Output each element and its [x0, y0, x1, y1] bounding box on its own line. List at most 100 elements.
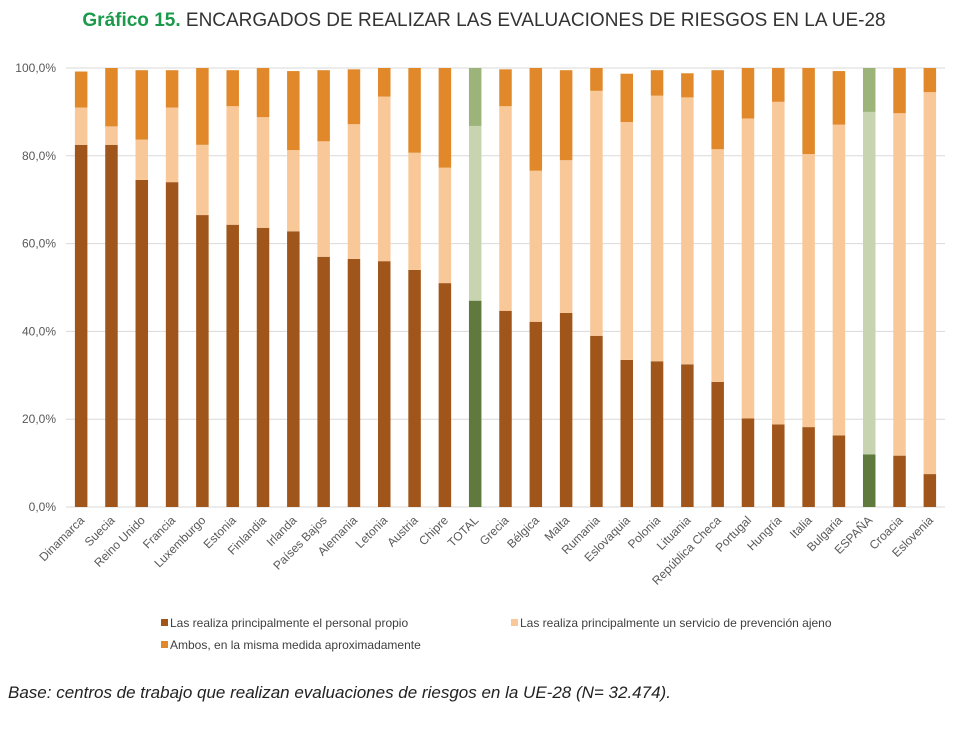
bar-segment [832, 124, 846, 436]
bar-segment [196, 68, 209, 145]
bar-segment [559, 70, 573, 161]
legend-swatch [161, 641, 168, 648]
bar-segment [287, 231, 300, 508]
bar-segment [256, 227, 270, 507]
bar-segment [681, 364, 694, 507]
bar-segment [287, 71, 300, 151]
y-axis-ticks: 0,0% 20,0% 40,0% 60,0% 80,0% 100,0% [15, 61, 56, 514]
bar-segment [802, 154, 815, 428]
bar-segment [378, 68, 391, 97]
bar-segment [893, 113, 906, 456]
bar-segment [468, 125, 482, 301]
chart-title-lead: Gráfico 15. [82, 10, 181, 31]
bar-segment [499, 106, 512, 311]
bar-segment [741, 68, 755, 119]
bar-segment [862, 68, 876, 112]
bar-segment [438, 68, 452, 168]
x-tick-label: Letonia [353, 513, 391, 551]
bar-segment [347, 69, 361, 125]
x-tick-label: Austria [384, 513, 421, 550]
bar-segment [711, 149, 724, 382]
bar-segment [347, 124, 361, 259]
bar-segment [529, 170, 543, 322]
legend-label: Ambos, en la misma medida aproximadament… [170, 638, 421, 652]
bar-segment [711, 381, 724, 507]
bar-segment [317, 70, 330, 142]
bar-segment [196, 144, 209, 216]
y-tick-label: 100,0% [15, 61, 56, 75]
bar-segment [105, 144, 118, 507]
bar-segment [378, 261, 391, 507]
bar-segment [499, 69, 512, 107]
bar-segment [256, 117, 270, 228]
bar-segment [711, 70, 724, 150]
bar-segment [165, 70, 179, 108]
legend: Las realiza principalmente el personal p… [161, 616, 832, 652]
bar-segment [862, 111, 876, 455]
bar-segment [287, 150, 300, 232]
bar-segment [226, 70, 239, 107]
bar-segment [256, 68, 270, 118]
bar-segment [408, 269, 421, 507]
bar-segment [165, 182, 179, 507]
bar-segment [468, 300, 482, 507]
x-tick-label: Hungría [744, 513, 784, 553]
bar-segment [681, 97, 694, 365]
bar-segment [650, 95, 664, 362]
bar-segment [590, 90, 603, 336]
bar-segment [499, 310, 512, 507]
bar-segment [135, 179, 149, 507]
bar-segment [832, 71, 846, 125]
bar-segment [741, 418, 755, 507]
stacked-bar-chart: 0,0% 20,0% 40,0% 60,0% 80,0% 100,0% Dinamarca… [15, 61, 945, 652]
bar-segment [893, 68, 906, 114]
bar-segment [832, 435, 846, 507]
legend-swatch [161, 619, 168, 626]
legend-label: Las realiza principalmente un servicio d… [520, 616, 832, 630]
y-tick-label: 40,0% [22, 324, 56, 338]
bar-segment [165, 107, 179, 183]
footnote: Base: centros de trabajo que realizan ev… [8, 683, 671, 702]
bar-segment [105, 126, 118, 145]
bar-segment [74, 107, 88, 145]
bar-segment [468, 68, 482, 126]
bar-segment [772, 424, 785, 507]
bar-segment [620, 73, 633, 122]
x-tick-label: Dinamarca [36, 513, 87, 564]
bar-segment [772, 101, 785, 425]
bar-segment [923, 474, 937, 507]
bar-segment [438, 283, 452, 507]
legend-swatch [511, 619, 518, 626]
x-tick-label: Chipre [416, 513, 451, 548]
y-tick-label: 0,0% [29, 500, 57, 514]
chart-title-text: ENCARGADOS DE REALIZAR LAS EVALUACIONES … [185, 10, 886, 31]
bar-segment [923, 92, 937, 475]
bar-segment [802, 68, 815, 155]
bar-segment [317, 141, 330, 257]
legend-label: Las realiza principalmente el personal p… [170, 616, 408, 630]
bar-segment [559, 160, 573, 313]
bar-segment [620, 121, 633, 360]
bar-segment [772, 68, 785, 102]
y-tick-label: 80,0% [22, 149, 56, 163]
bar-segment [590, 68, 603, 91]
bar-segment [741, 118, 755, 419]
bar-segment [802, 427, 815, 507]
bar-segment [196, 215, 209, 507]
y-tick-label: 20,0% [22, 412, 56, 426]
bar-segment [74, 71, 88, 108]
bar-segment [893, 455, 906, 507]
bar-segment [438, 167, 452, 284]
x-tick-label: Bélgica [504, 513, 542, 551]
bar-segment [620, 359, 633, 507]
bar-segment [923, 68, 937, 93]
bar-segment [226, 224, 239, 507]
x-tick-label: TOTAL [445, 513, 482, 550]
bar-segment [226, 106, 239, 225]
bar-segment [590, 335, 603, 507]
bar-segment [408, 68, 421, 153]
bar-segment [347, 258, 361, 507]
y-tick-label: 60,0% [22, 237, 56, 251]
bar-segment [74, 144, 88, 507]
